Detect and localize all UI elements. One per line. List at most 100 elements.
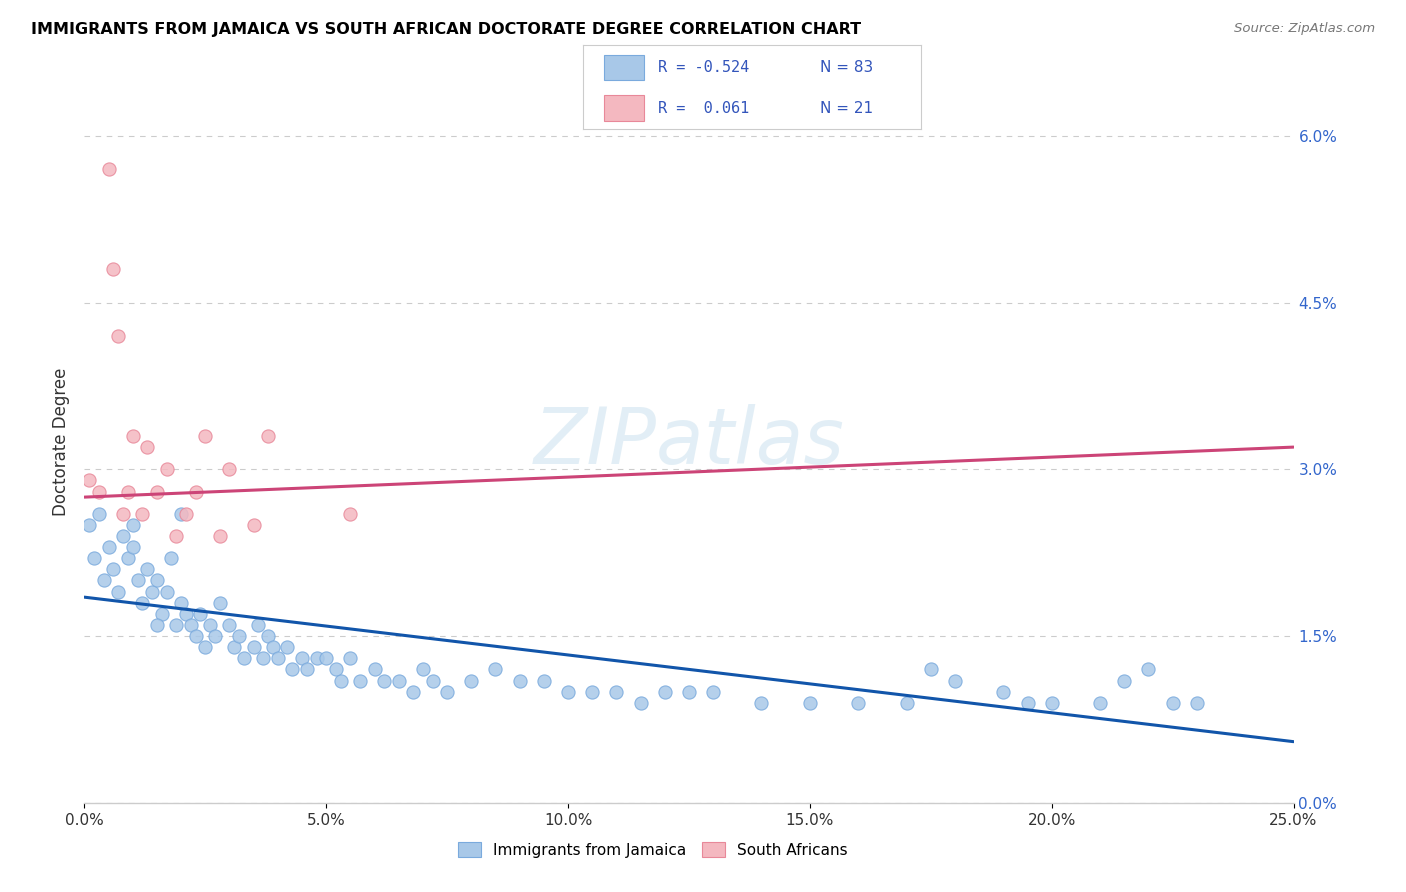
Point (233, 651, 256, 665)
Point (83, 551, 105, 566)
Point (751, 696, 773, 710)
Point (117, 484, 139, 499)
Point (170, 507, 193, 521)
Point (77, 474, 100, 488)
Point (1185, 696, 1208, 710)
Point (242, 517, 264, 532)
Point (257, 429, 280, 443)
Text: N = 21: N = 21 (820, 101, 873, 116)
Point (208, 596, 231, 610)
FancyBboxPatch shape (603, 95, 644, 120)
Point (136, 440, 159, 454)
Point (218, 618, 240, 632)
Point (87, 484, 110, 499)
Point (146, 574, 169, 588)
Point (174, 607, 197, 621)
Point (184, 629, 207, 643)
Point (103, 262, 125, 277)
Point (291, 651, 314, 665)
Point (388, 673, 411, 688)
Point (281, 662, 304, 676)
Point (1137, 662, 1160, 676)
Point (121, 517, 143, 532)
Point (93, 574, 115, 588)
Point (846, 696, 869, 710)
Point (1040, 696, 1063, 710)
Point (896, 696, 918, 710)
Point (160, 551, 183, 566)
Point (1161, 696, 1184, 710)
Point (1088, 696, 1111, 710)
Point (605, 684, 627, 698)
Point (194, 640, 217, 655)
Point (920, 662, 942, 676)
Point (198, 618, 221, 632)
Point (117, 551, 139, 566)
Point (484, 662, 506, 676)
Point (257, 629, 280, 643)
Point (252, 651, 274, 665)
Point (678, 684, 700, 698)
Point (190, 607, 212, 621)
Point (146, 484, 169, 499)
Point (373, 673, 395, 688)
Point (242, 640, 264, 655)
Point (77, 517, 100, 532)
Point (315, 651, 337, 665)
Point (121, 540, 143, 554)
Point (131, 596, 153, 610)
Point (943, 673, 966, 688)
Point (799, 696, 821, 710)
Point (165, 529, 187, 543)
Text: R =  0.061: R = 0.061 (658, 101, 749, 116)
Point (1114, 673, 1136, 688)
Point (329, 673, 352, 688)
Point (146, 618, 169, 632)
Point (174, 507, 197, 521)
Text: IMMIGRANTS FROM JAMAICA VS SOUTH AFRICAN DOCTORATE DEGREE CORRELATION CHART: IMMIGRANTS FROM JAMAICA VS SOUTH AFRICAN… (31, 22, 860, 37)
Text: N = 83: N = 83 (820, 60, 873, 75)
Point (702, 684, 724, 698)
Point (184, 484, 207, 499)
Text: R = -0.524: R = -0.524 (658, 60, 749, 75)
Point (155, 584, 177, 599)
Point (436, 684, 458, 698)
Point (165, 618, 187, 632)
Point (224, 640, 246, 655)
Point (339, 507, 361, 521)
Point (509, 673, 531, 688)
Point (654, 684, 676, 698)
Point (112, 507, 135, 521)
Text: Source: ZipAtlas.com: Source: ZipAtlas.com (1234, 22, 1375, 36)
Point (339, 651, 361, 665)
Point (121, 429, 143, 443)
Point (557, 684, 579, 698)
Legend: Immigrants from Jamaica, South Africans: Immigrants from Jamaica, South Africans (451, 836, 853, 863)
Point (194, 429, 217, 443)
Point (533, 673, 555, 688)
Point (422, 673, 444, 688)
Point (349, 673, 371, 688)
Point (267, 651, 290, 665)
Point (170, 596, 193, 610)
Point (262, 640, 284, 655)
Point (87, 507, 110, 521)
Point (208, 529, 231, 543)
Point (581, 684, 603, 698)
Point (107, 584, 129, 599)
Point (402, 684, 425, 698)
Point (412, 662, 434, 676)
Point (131, 507, 153, 521)
Point (107, 329, 129, 343)
Point (363, 662, 385, 676)
Point (247, 618, 270, 632)
Point (295, 662, 318, 676)
Point (150, 607, 173, 621)
Point (305, 651, 328, 665)
FancyBboxPatch shape (603, 54, 644, 80)
Point (630, 696, 652, 710)
Point (993, 684, 1015, 698)
Point (1017, 696, 1039, 710)
Point (127, 574, 149, 588)
Point (460, 673, 482, 688)
